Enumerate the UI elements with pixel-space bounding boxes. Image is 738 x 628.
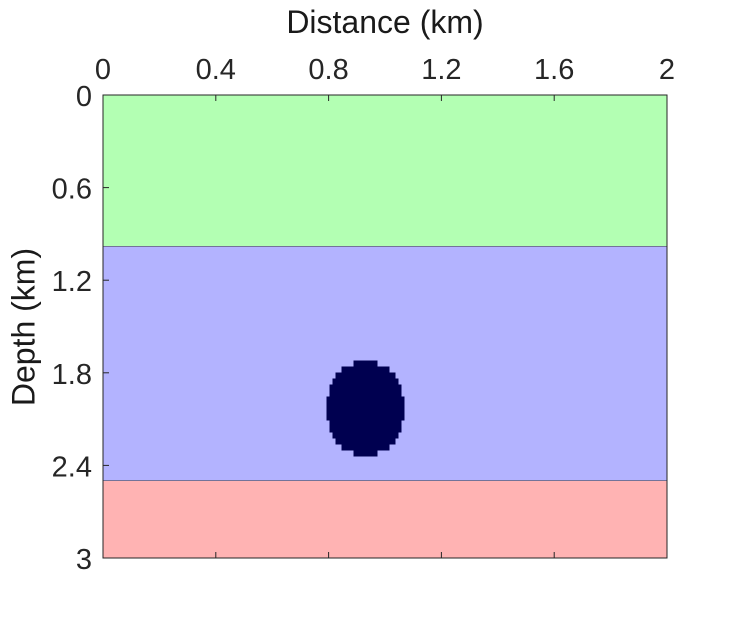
y-tick-label: 1.8 bbox=[52, 359, 92, 391]
x-axis-label: Distance (km) bbox=[286, 4, 484, 40]
layer-3 bbox=[103, 480, 667, 558]
x-tick-label: 0.4 bbox=[196, 54, 236, 86]
inclusion-body bbox=[326, 360, 405, 457]
x-tick-label: 1.2 bbox=[421, 54, 461, 86]
layer-1 bbox=[103, 95, 667, 247]
y-tick-label: 1.2 bbox=[52, 266, 92, 298]
y-tick-label: 0.6 bbox=[52, 174, 92, 206]
y-tick-label: 3 bbox=[76, 544, 92, 576]
x-tick-label: 0.8 bbox=[308, 54, 348, 86]
x-tick-label: 0 bbox=[95, 54, 111, 86]
x-tick-label: 2 bbox=[659, 54, 675, 86]
x-tick-label: 1.6 bbox=[534, 54, 574, 86]
y-tick-label: 2.4 bbox=[52, 451, 92, 483]
y-tick-label: 0 bbox=[76, 81, 92, 113]
plot-frame bbox=[102, 94, 668, 559]
